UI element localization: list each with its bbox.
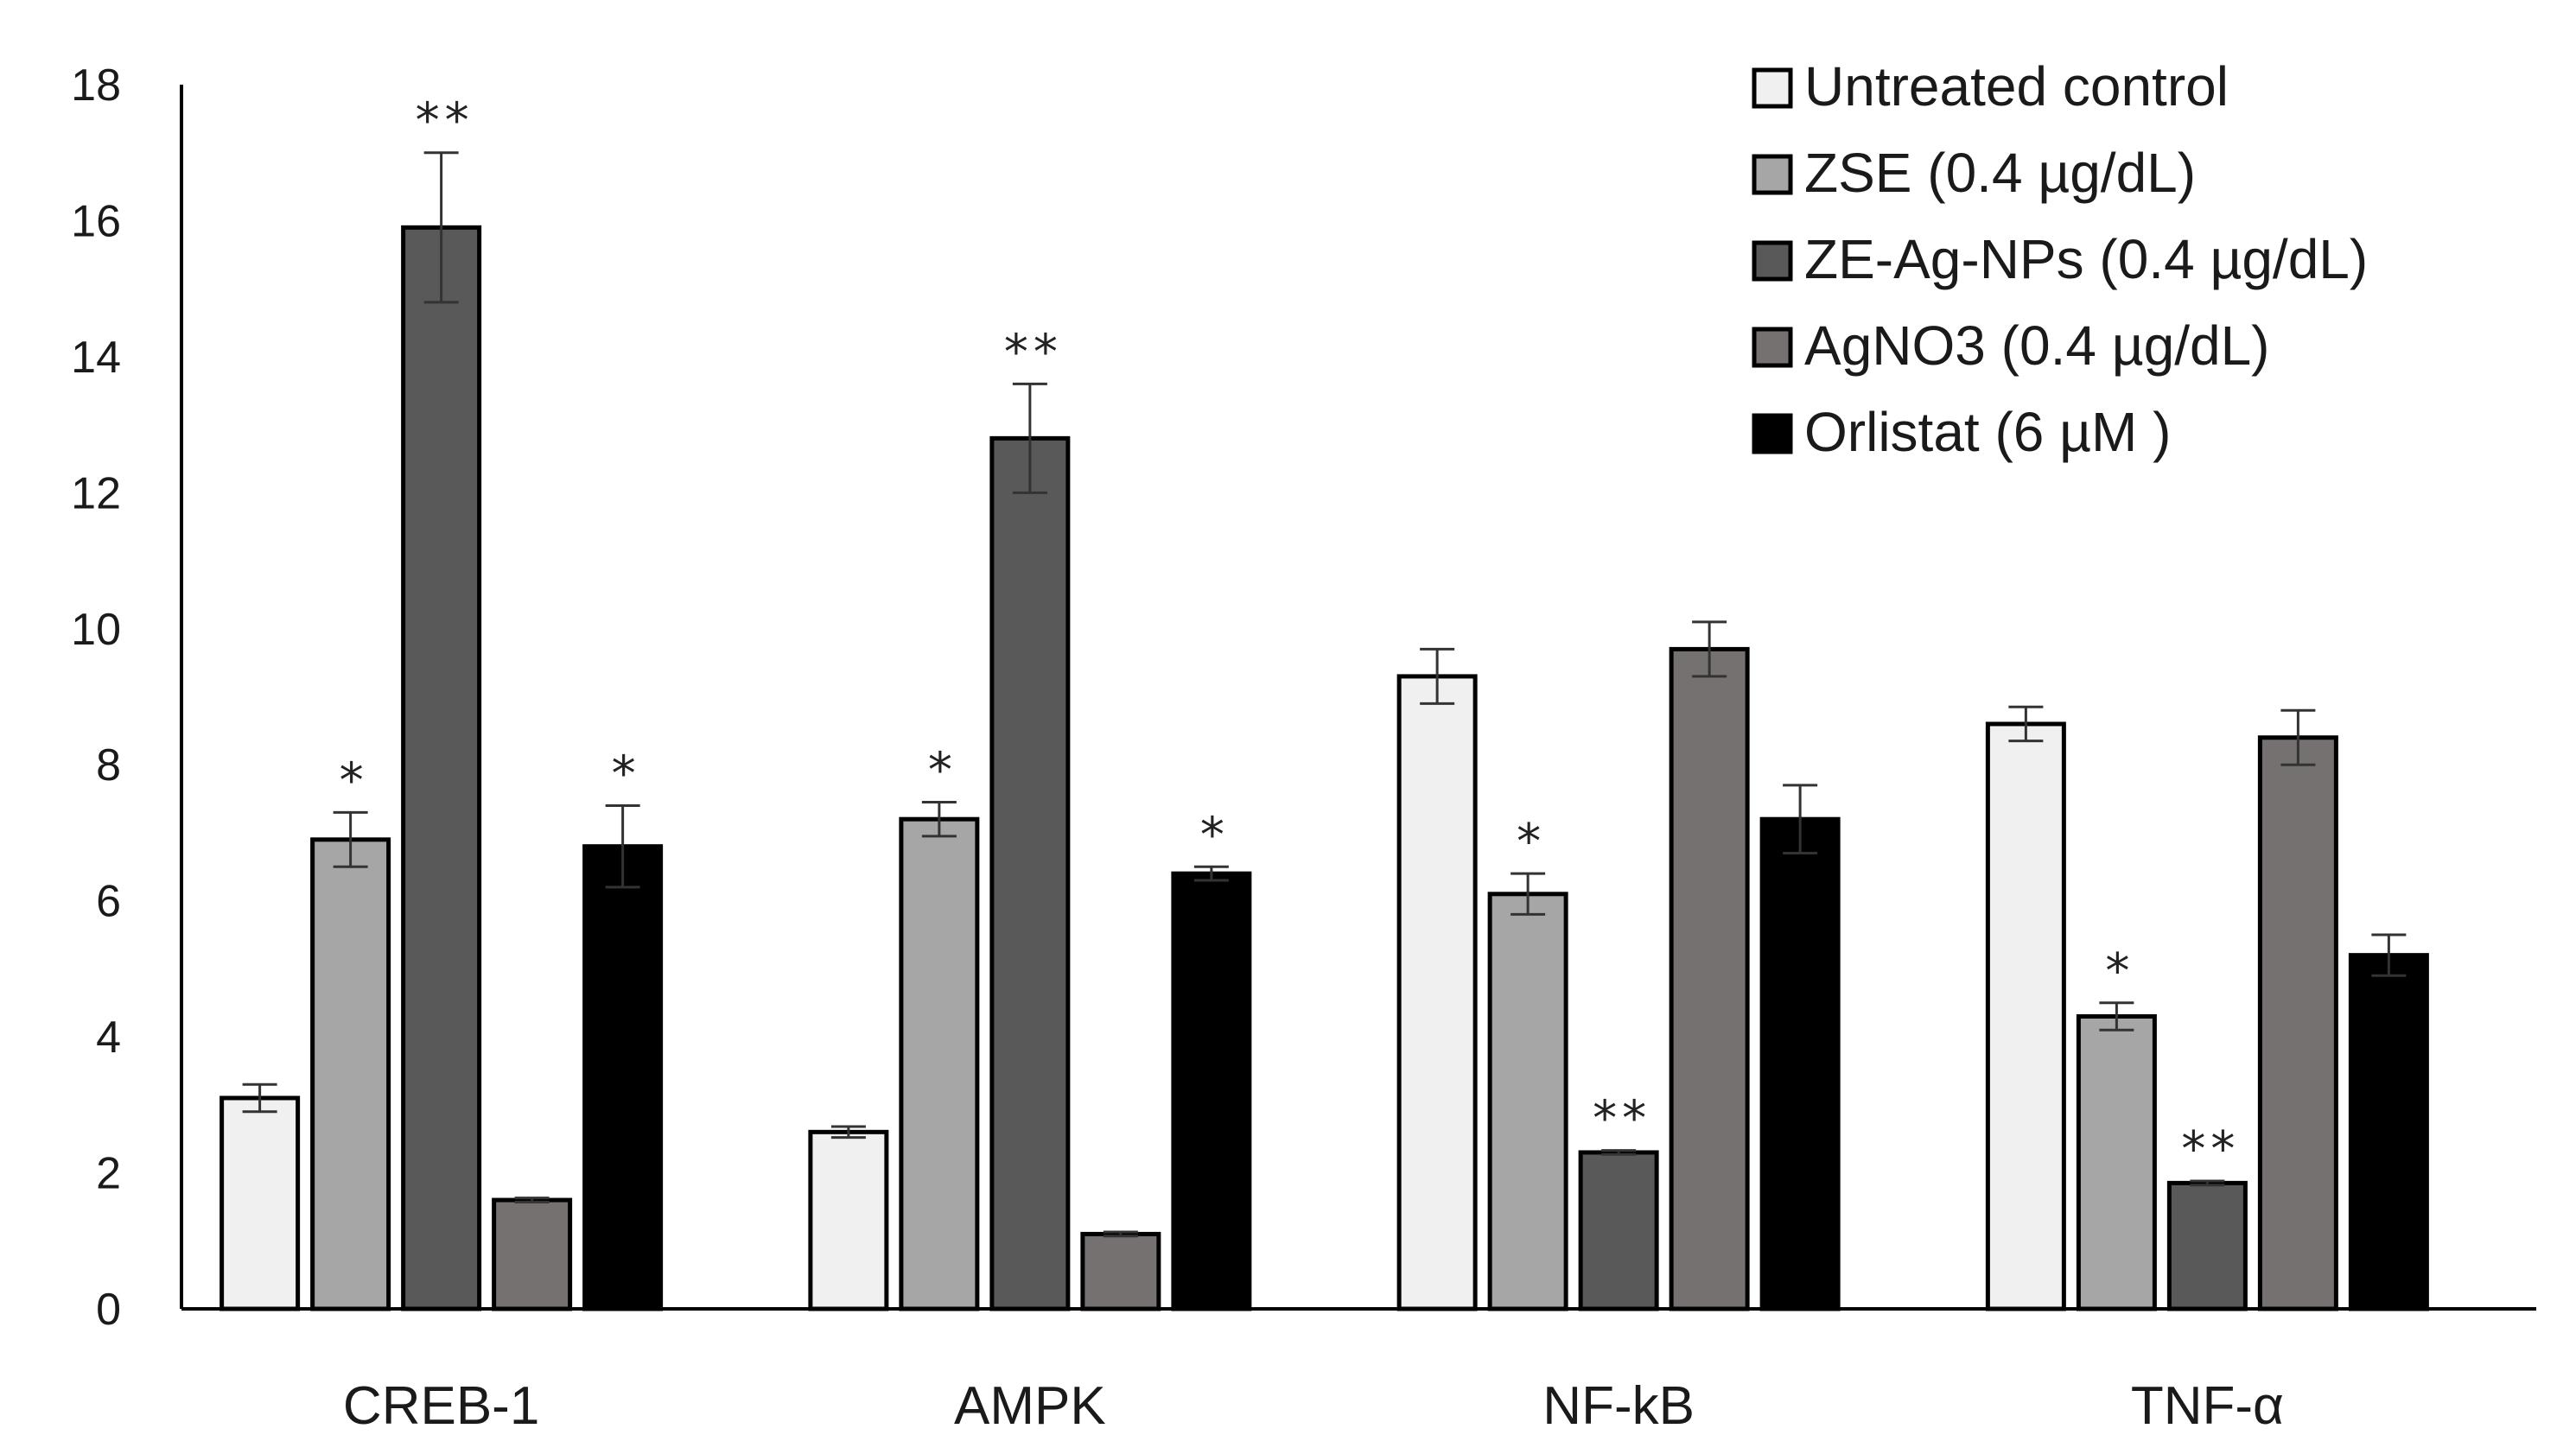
legend-swatch <box>1752 154 1793 195</box>
significance-marker: * <box>612 746 641 802</box>
legend-swatch <box>1752 413 1793 454</box>
significance-marker: * <box>928 743 957 799</box>
bar <box>219 1095 301 1311</box>
legend-entry: AgNO3 (0.4 µg/dL) <box>1804 314 2269 377</box>
bar <box>1080 1231 1161 1311</box>
legend-entry: ZSE (0.4 µg/dL) <box>1804 142 2196 204</box>
y-tick-label: 16 <box>71 196 121 246</box>
labels: 024681012141618****CREB-1****AMPK***NF-k… <box>71 60 2284 1436</box>
bars <box>219 151 2429 1311</box>
bar <box>2257 735 2338 1311</box>
y-tick-label: 10 <box>71 605 121 655</box>
x-category-label: CREB-1 <box>343 1376 539 1436</box>
legend-swatch <box>1752 327 1793 368</box>
significance-marker: * <box>340 752 369 809</box>
bar <box>582 844 664 1311</box>
legend-swatch <box>1752 67 1793 109</box>
significance-marker: ** <box>1593 1091 1651 1147</box>
y-tick-label: 12 <box>71 468 121 518</box>
significance-marker: * <box>1517 814 1546 870</box>
legend-swatch <box>1752 240 1793 282</box>
bar <box>989 435 1071 1311</box>
bar <box>1396 674 1478 1311</box>
legend: Untreated control ZSE (0.4 µg/dL) ZE-Ag-NP… <box>1752 55 2368 463</box>
x-category-label: TNF-α <box>2131 1376 2284 1436</box>
bar <box>2076 1013 2157 1311</box>
bar <box>1985 721 2066 1311</box>
y-tick-label: 0 <box>96 1285 121 1335</box>
significance-marker: ** <box>416 93 474 149</box>
x-category-label: NF-kB <box>1542 1376 1695 1436</box>
legend-entry: Untreated control <box>1804 55 2229 117</box>
significance-marker: ** <box>1004 324 1063 380</box>
bar <box>1669 646 1750 1311</box>
legend-entry: ZE-Ag-NPs (0.4 µg/dL) <box>1804 228 2368 290</box>
y-tick-label: 8 <box>96 740 121 790</box>
bar <box>899 816 980 1311</box>
legend-entry: Orlistat (6 µM ) <box>1804 401 2171 463</box>
significance-marker: ** <box>2181 1121 2240 1178</box>
y-tick-label: 6 <box>96 877 121 927</box>
y-tick-label: 14 <box>71 333 121 383</box>
y-tick-label: 2 <box>96 1149 121 1199</box>
bar <box>2348 953 2429 1311</box>
bar <box>1487 892 1568 1311</box>
bar <box>2166 1180 2248 1311</box>
significance-marker: * <box>1200 807 1230 863</box>
significance-marker: * <box>2105 943 2134 1000</box>
bar <box>401 225 482 1311</box>
y-tick-label: 4 <box>96 1013 121 1063</box>
x-category-label: AMPK <box>954 1376 1106 1436</box>
bar <box>808 1129 889 1311</box>
bar <box>1578 1150 1659 1311</box>
bar <box>492 1197 573 1311</box>
bar <box>1171 871 1252 1311</box>
y-tick-label: 18 <box>71 60 121 111</box>
bar <box>310 837 391 1311</box>
bar <box>1759 816 1841 1311</box>
